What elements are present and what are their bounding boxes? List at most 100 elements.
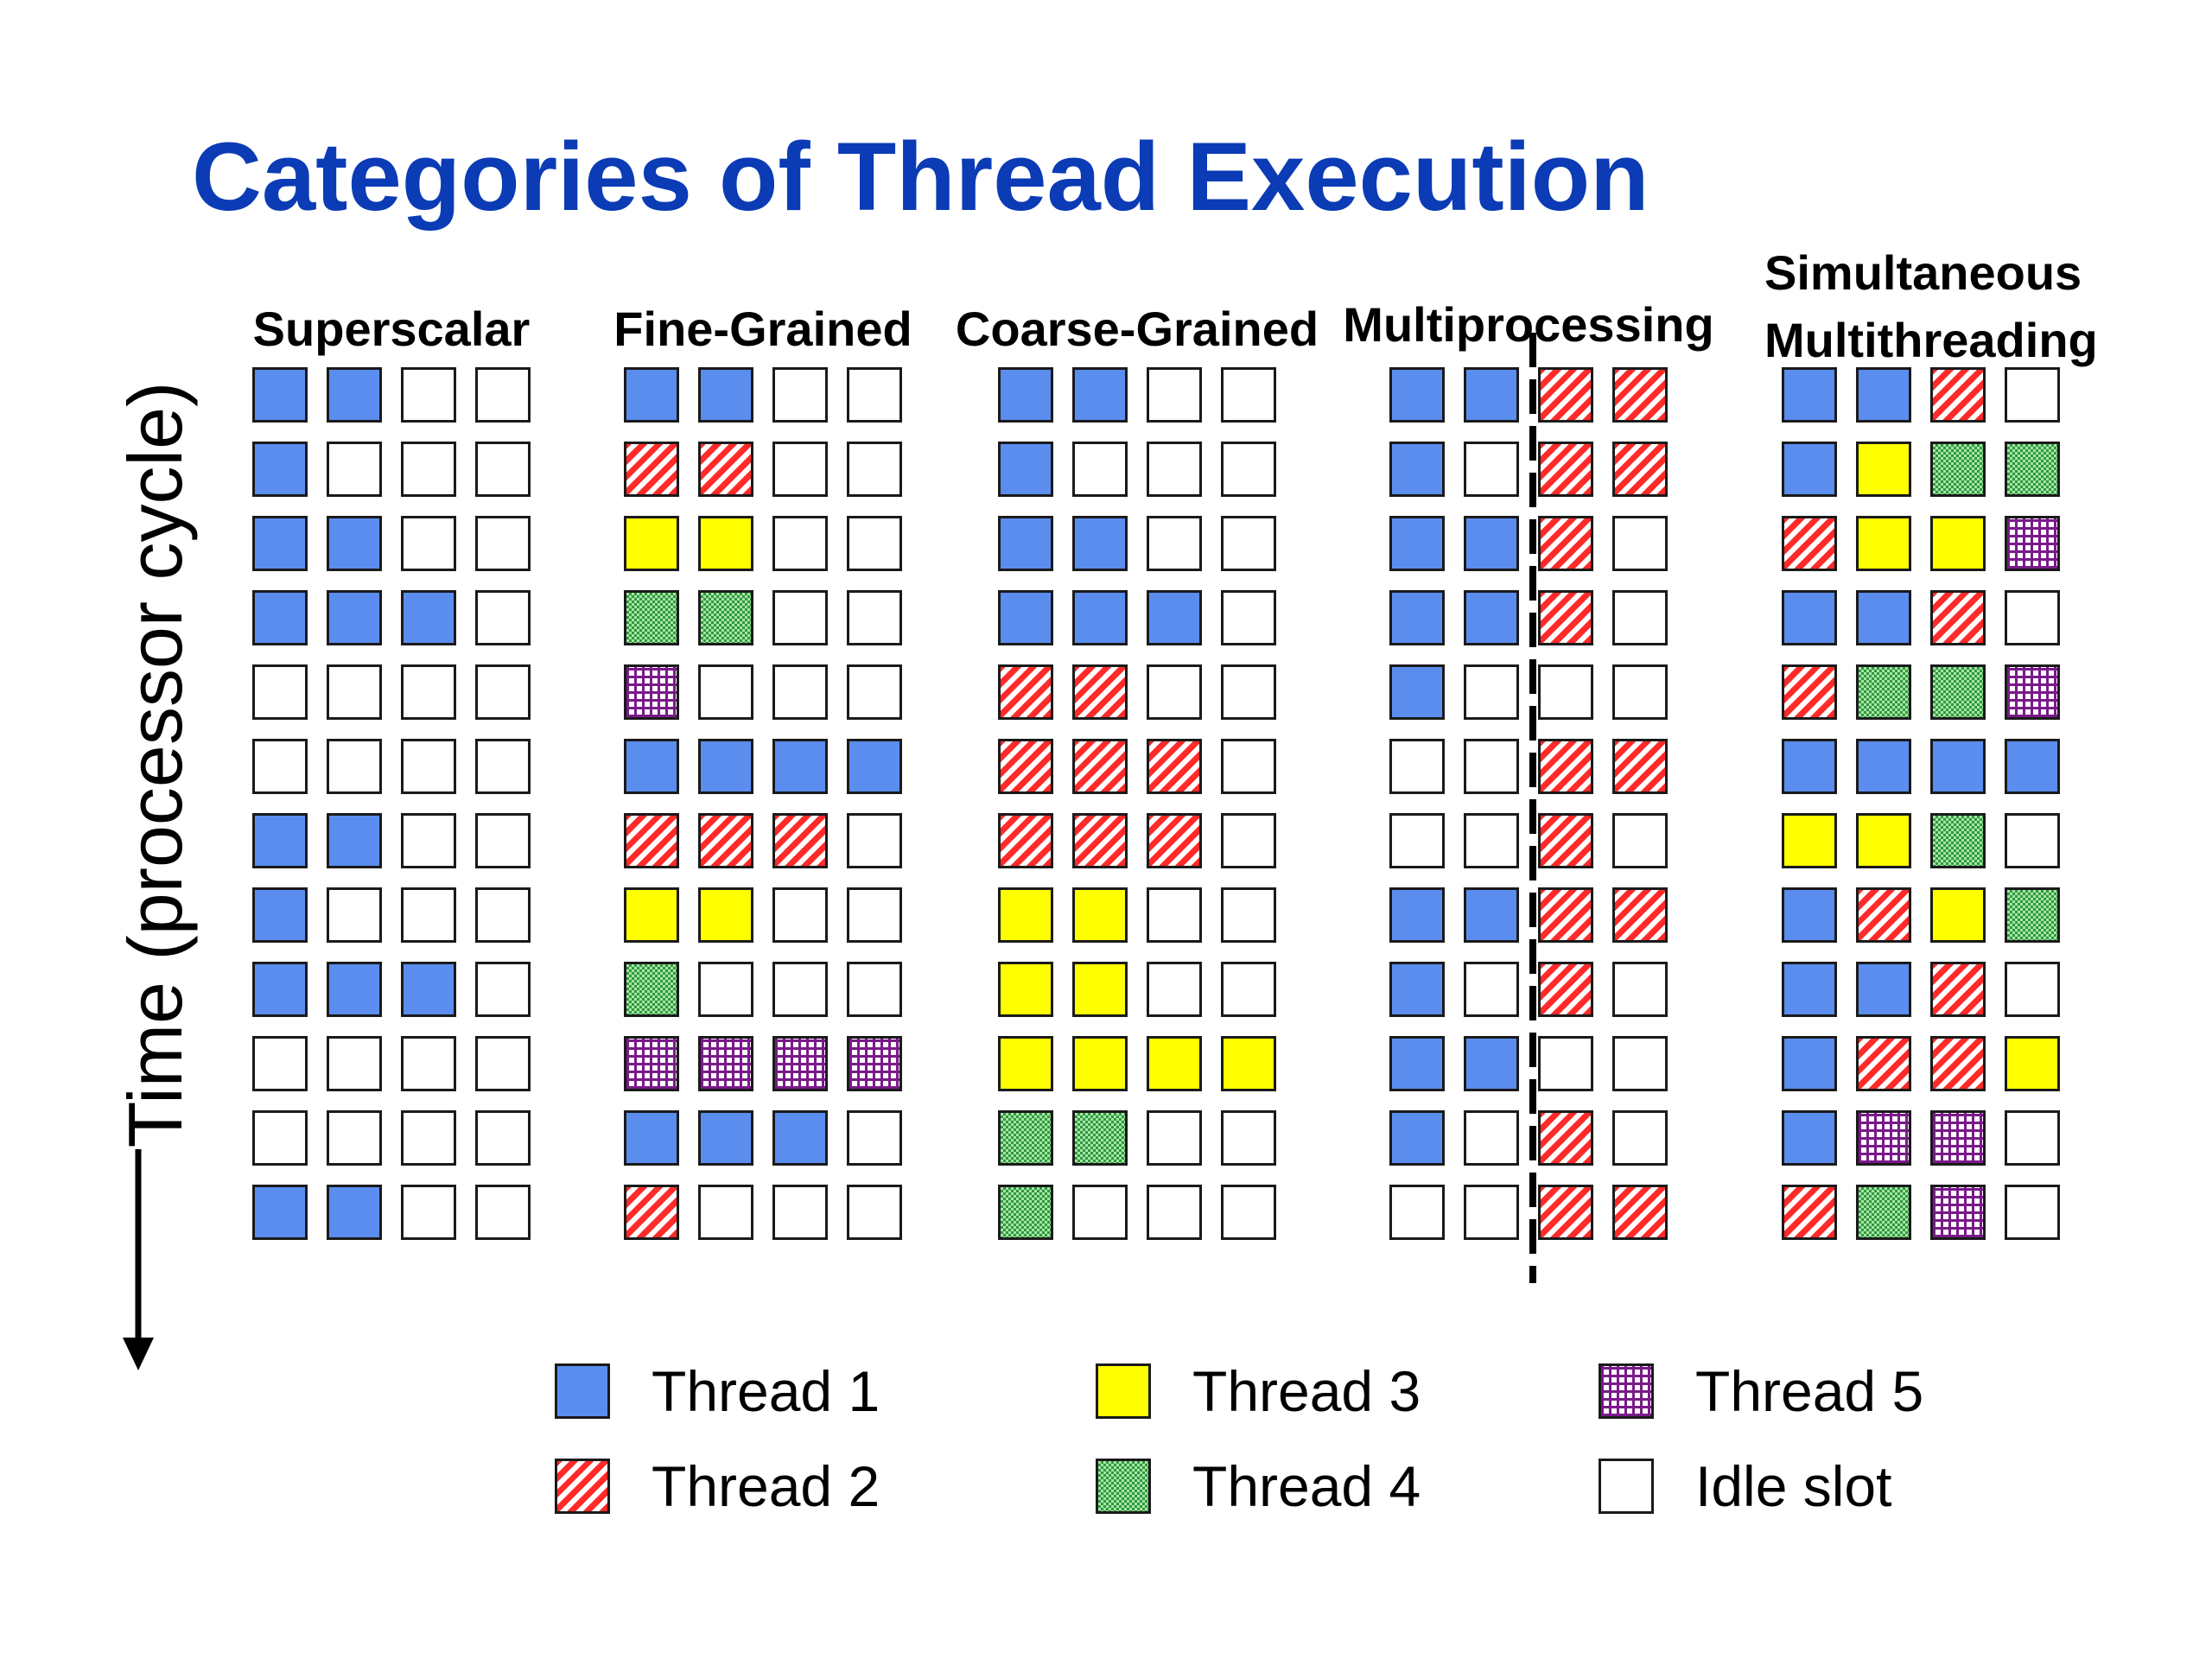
slot-thread-1	[1464, 1036, 1519, 1091]
slot-idle	[772, 367, 828, 423]
slot-thread-2	[1612, 442, 1668, 497]
slot-thread-1	[624, 1110, 679, 1166]
slot-idle	[1612, 664, 1668, 720]
slot-idle	[401, 739, 456, 794]
slot-idle	[1221, 887, 1276, 943]
slot-idle	[1221, 367, 1276, 423]
slot-thread-1	[327, 590, 382, 645]
slot-thread-2	[698, 442, 753, 497]
slot-idle	[1389, 739, 1445, 794]
slot-thread-1	[1072, 590, 1128, 645]
legend-label: Thread 1	[652, 1359, 880, 1423]
slot-thread-1	[1389, 887, 1445, 943]
slot-thread-1	[2005, 739, 2060, 794]
slide-title: Categories of Thread Execution	[192, 123, 1649, 231]
slot-idle	[1612, 1036, 1668, 1091]
slot-idle	[847, 664, 902, 720]
slot-thread-1	[252, 813, 308, 868]
slot-thread-1	[1072, 367, 1128, 423]
slot-thread-2	[772, 813, 828, 868]
slot-thread-1	[1389, 962, 1445, 1017]
slot-grid	[998, 367, 1276, 1240]
slot-thread-1	[1389, 1036, 1445, 1091]
slot-thread-3	[698, 516, 753, 571]
legend-label: Thread 5	[1695, 1359, 1924, 1423]
panel-title-line2: Multithreading	[1764, 313, 2098, 367]
slot-idle	[252, 739, 308, 794]
slot-thread-1	[1782, 1110, 1837, 1166]
slot-thread-2	[1538, 516, 1593, 571]
slot-idle	[327, 1110, 382, 1166]
slot-thread-1	[1389, 516, 1445, 571]
slot-thread-1	[1782, 442, 1837, 497]
panel-title: Multiprocessing	[1343, 297, 1714, 352]
slot-thread-5	[1930, 1185, 1986, 1240]
slot-thread-5	[624, 664, 679, 720]
slot-idle	[401, 516, 456, 571]
slot-idle	[847, 1185, 902, 1240]
slot-idle	[1221, 516, 1276, 571]
slot-thread-2	[1072, 664, 1128, 720]
slot-idle	[327, 442, 382, 497]
slot-idle	[1221, 1185, 1276, 1240]
slot-thread-1	[698, 739, 753, 794]
legend-label: Thread 3	[1192, 1359, 1421, 1423]
slot-thread-1	[401, 962, 456, 1017]
slot-thread-1	[1389, 590, 1445, 645]
slot-idle	[1538, 664, 1593, 720]
slot-idle	[847, 813, 902, 868]
slot-thread-2	[1538, 887, 1593, 943]
time-axis-label: Time (processor cycle)	[112, 381, 198, 1148]
slot-idle	[2005, 367, 2060, 423]
multiprocessing-divider	[1529, 333, 1536, 1283]
slot-thread-1	[1464, 367, 1519, 423]
legend-swatch	[1096, 1459, 1151, 1514]
slot-idle	[772, 516, 828, 571]
panel-title: Simultaneous Multithreading	[1764, 242, 2098, 372]
slot-thread-5	[698, 1036, 753, 1091]
slot-thread-5	[1856, 1110, 1911, 1166]
slot-thread-2	[1612, 887, 1668, 943]
slot-thread-3	[624, 887, 679, 943]
slot-thread-1	[1464, 516, 1519, 571]
slot-idle	[772, 664, 828, 720]
slot-idle	[1221, 442, 1276, 497]
slot-thread-1	[327, 1185, 382, 1240]
slot-idle	[2005, 1185, 2060, 1240]
slot-thread-1	[1856, 590, 1911, 645]
slot-thread-2	[1782, 1185, 1837, 1240]
slot-idle	[1612, 516, 1668, 571]
slot-thread-1	[327, 962, 382, 1017]
slot-idle	[401, 367, 456, 423]
slot-thread-2	[998, 664, 1053, 720]
slot-thread-3	[1221, 1036, 1276, 1091]
slot-idle	[401, 813, 456, 868]
slot-thread-2	[1856, 887, 1911, 943]
slot-thread-3	[698, 887, 753, 943]
slot-idle	[2005, 590, 2060, 645]
slot-thread-2	[1538, 962, 1593, 1017]
slot-thread-5	[2005, 516, 2060, 571]
slot-thread-1	[1856, 962, 1911, 1017]
legend-label: Idle slot	[1695, 1454, 1892, 1518]
slot-idle	[1221, 813, 1276, 868]
slot-idle	[475, 1036, 531, 1091]
slot-thread-2	[1612, 739, 1668, 794]
slot-thread-1	[1856, 739, 1911, 794]
slot-idle	[1612, 1110, 1668, 1166]
slot-idle	[1464, 1185, 1519, 1240]
slot-thread-1	[1147, 590, 1202, 645]
slot-thread-1	[327, 367, 382, 423]
slot-idle	[475, 367, 531, 423]
slot-idle	[401, 1036, 456, 1091]
slot-thread-2	[1930, 367, 1986, 423]
slot-idle	[1147, 962, 1202, 1017]
slot-thread-3	[998, 1036, 1053, 1091]
slot-thread-2	[1072, 813, 1128, 868]
slot-thread-3	[1782, 813, 1837, 868]
slot-thread-1	[1464, 887, 1519, 943]
slot-thread-5	[624, 1036, 679, 1091]
slot-thread-1	[1389, 1110, 1445, 1166]
slot-thread-3	[1147, 1036, 1202, 1091]
legend-swatch	[555, 1363, 610, 1419]
